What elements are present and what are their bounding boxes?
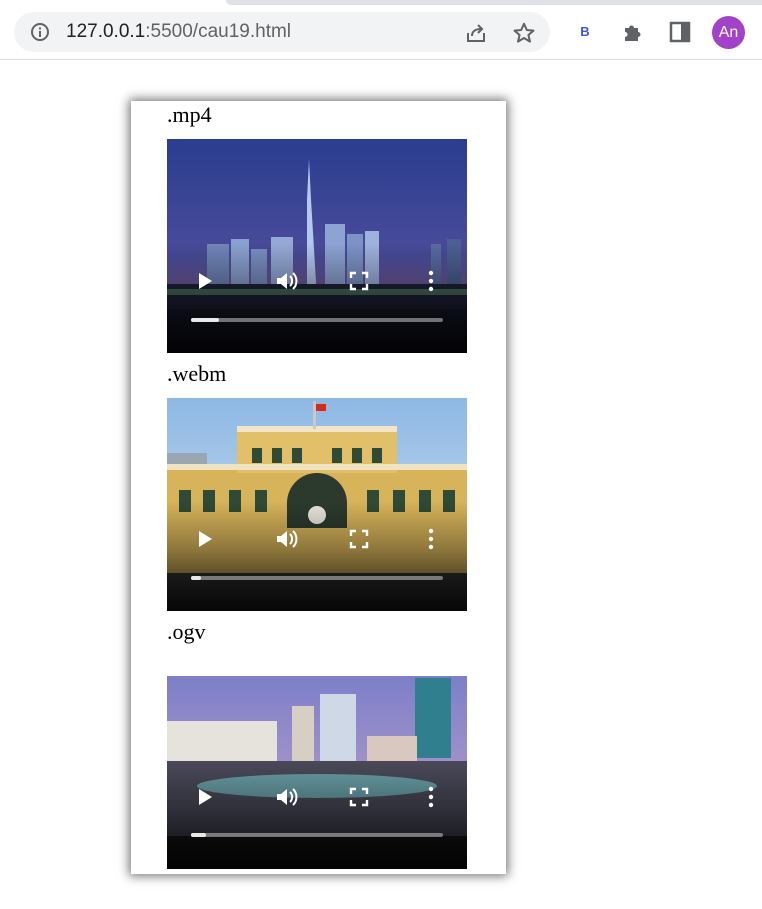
puzzle-icon[interactable]	[620, 20, 644, 44]
controls-overlay	[167, 243, 467, 353]
volume-icon[interactable]	[274, 784, 300, 810]
progress-bar[interactable]	[191, 833, 443, 837]
side-panel-icon[interactable]	[668, 20, 692, 44]
star-icon[interactable]	[512, 21, 536, 45]
fullscreen-icon[interactable]	[346, 784, 372, 810]
controls-overlay	[167, 759, 467, 869]
progress-fill	[191, 576, 202, 580]
browser-toolbar: 127.0.0.1:5500/cau19.html B An	[0, 6, 762, 60]
video-player-mp4[interactable]	[167, 139, 467, 353]
progress-fill	[191, 318, 219, 322]
fullscreen-icon[interactable]	[346, 526, 372, 552]
tab-strip	[0, 0, 762, 6]
video-player-webm[interactable]	[167, 398, 467, 611]
info-icon[interactable]	[30, 22, 50, 42]
url-path: :5500/cau19.html	[145, 21, 292, 42]
video-player-ogv[interactable]	[167, 676, 467, 869]
play-icon[interactable]	[192, 526, 218, 552]
video-label-ogv: .ogv	[167, 619, 206, 644]
video-label-webm: .webm	[167, 361, 227, 386]
url-text[interactable]: 127.0.0.1:5500/cau19.html	[66, 12, 291, 52]
extension-b-icon[interactable]: B	[580, 24, 590, 39]
volume-icon[interactable]	[274, 268, 300, 294]
share-icon[interactable]	[464, 21, 488, 45]
fullscreen-icon[interactable]	[346, 268, 372, 294]
play-icon[interactable]	[192, 784, 218, 810]
progress-bar[interactable]	[191, 576, 443, 580]
profile-avatar[interactable]: An	[712, 16, 745, 49]
url-host: 127.0.0.1	[66, 21, 146, 42]
volume-icon[interactable]	[274, 526, 300, 552]
more-options-icon[interactable]	[418, 526, 444, 552]
more-options-icon[interactable]	[418, 268, 444, 294]
controls-overlay	[167, 501, 467, 611]
progress-fill	[191, 833, 207, 837]
address-bar[interactable]: 127.0.0.1:5500/cau19.html	[14, 12, 550, 52]
more-options-icon[interactable]	[418, 784, 444, 810]
progress-bar[interactable]	[191, 318, 443, 322]
video-label-mp4: .mp4	[167, 102, 212, 127]
tab-strip-edge	[226, 0, 762, 5]
play-icon[interactable]	[192, 268, 218, 294]
